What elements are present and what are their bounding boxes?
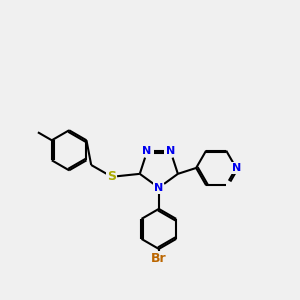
Text: S: S [107,170,116,183]
Text: N: N [232,163,241,173]
Text: Br: Br [151,252,167,265]
Text: N: N [142,146,152,157]
Text: N: N [154,183,164,193]
Text: N: N [166,146,175,157]
